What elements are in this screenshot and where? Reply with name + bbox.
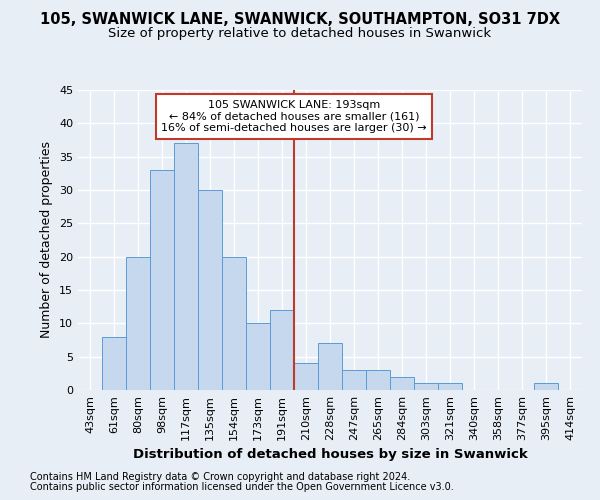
Bar <box>222 256 246 390</box>
Bar <box>174 144 198 390</box>
Bar <box>414 384 438 390</box>
Bar <box>366 370 390 390</box>
X-axis label: Distribution of detached houses by size in Swanwick: Distribution of detached houses by size … <box>133 448 527 462</box>
Bar <box>102 336 126 390</box>
Text: Contains public sector information licensed under the Open Government Licence v3: Contains public sector information licen… <box>30 482 454 492</box>
Bar <box>294 364 318 390</box>
Bar <box>198 190 222 390</box>
Bar <box>318 344 342 390</box>
Text: Size of property relative to detached houses in Swanwick: Size of property relative to detached ho… <box>109 28 491 40</box>
Y-axis label: Number of detached properties: Number of detached properties <box>40 142 53 338</box>
Bar <box>534 384 558 390</box>
Text: Contains HM Land Registry data © Crown copyright and database right 2024.: Contains HM Land Registry data © Crown c… <box>30 472 410 482</box>
Bar <box>150 170 174 390</box>
Bar <box>126 256 150 390</box>
Bar <box>342 370 366 390</box>
Bar <box>270 310 294 390</box>
Bar <box>390 376 414 390</box>
Text: 105 SWANWICK LANE: 193sqm
← 84% of detached houses are smaller (161)
16% of semi: 105 SWANWICK LANE: 193sqm ← 84% of detac… <box>161 100 427 133</box>
Bar <box>438 384 462 390</box>
Bar <box>246 324 270 390</box>
Text: 105, SWANWICK LANE, SWANWICK, SOUTHAMPTON, SO31 7DX: 105, SWANWICK LANE, SWANWICK, SOUTHAMPTO… <box>40 12 560 28</box>
